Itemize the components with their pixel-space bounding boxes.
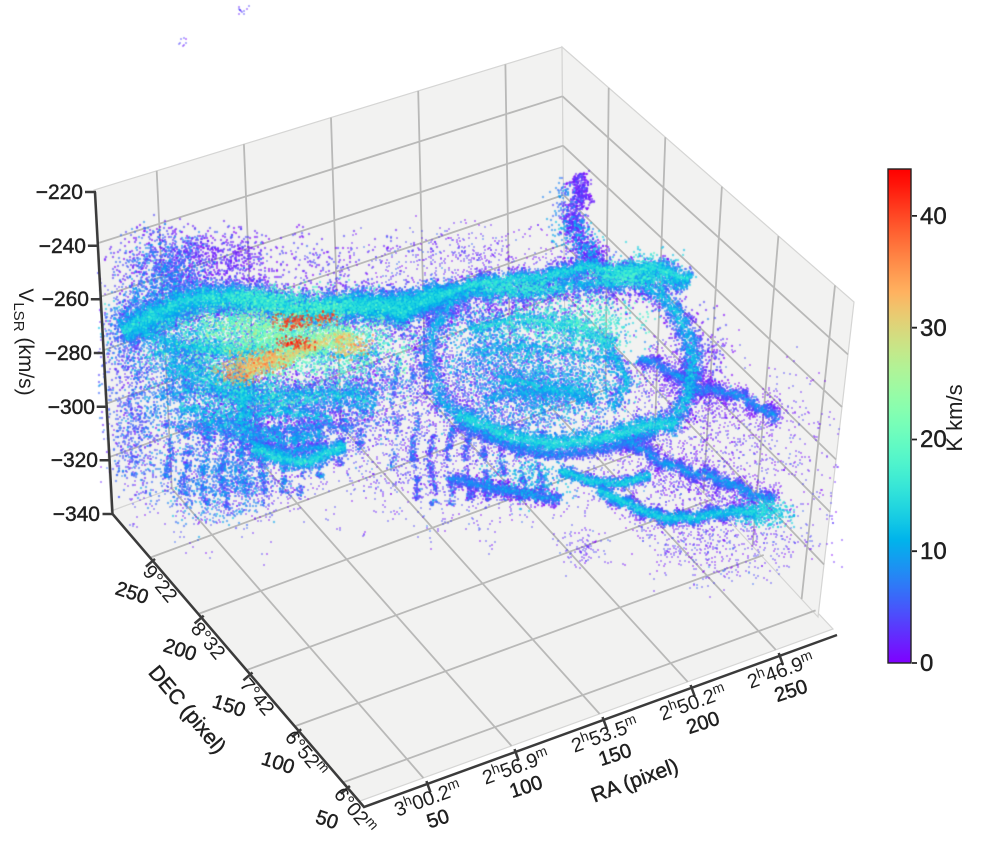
svg-text:30: 30 (920, 315, 947, 342)
svg-text:−340: −340 (53, 503, 100, 526)
svg-text:0: 0 (920, 650, 933, 677)
svg-text:−280: −280 (45, 342, 92, 365)
svg-text:−220: −220 (36, 181, 83, 204)
svg-text:50: 50 (313, 806, 341, 834)
svg-text:10: 10 (920, 538, 947, 565)
svg-text:K km/s: K km/s (942, 384, 967, 451)
svg-text:VLSR (km/s): VLSR (km/s) (10, 288, 37, 395)
svg-text:−300: −300 (48, 396, 95, 419)
svg-text:6°02m: 6°02m (329, 782, 382, 839)
svg-text:−260: −260 (42, 288, 89, 311)
svg-text:150: 150 (596, 740, 635, 771)
svg-text:40: 40 (920, 203, 947, 230)
svg-text:20: 20 (920, 426, 947, 453)
svg-text:−320: −320 (51, 449, 98, 472)
svg-text:−240: −240 (39, 235, 86, 258)
